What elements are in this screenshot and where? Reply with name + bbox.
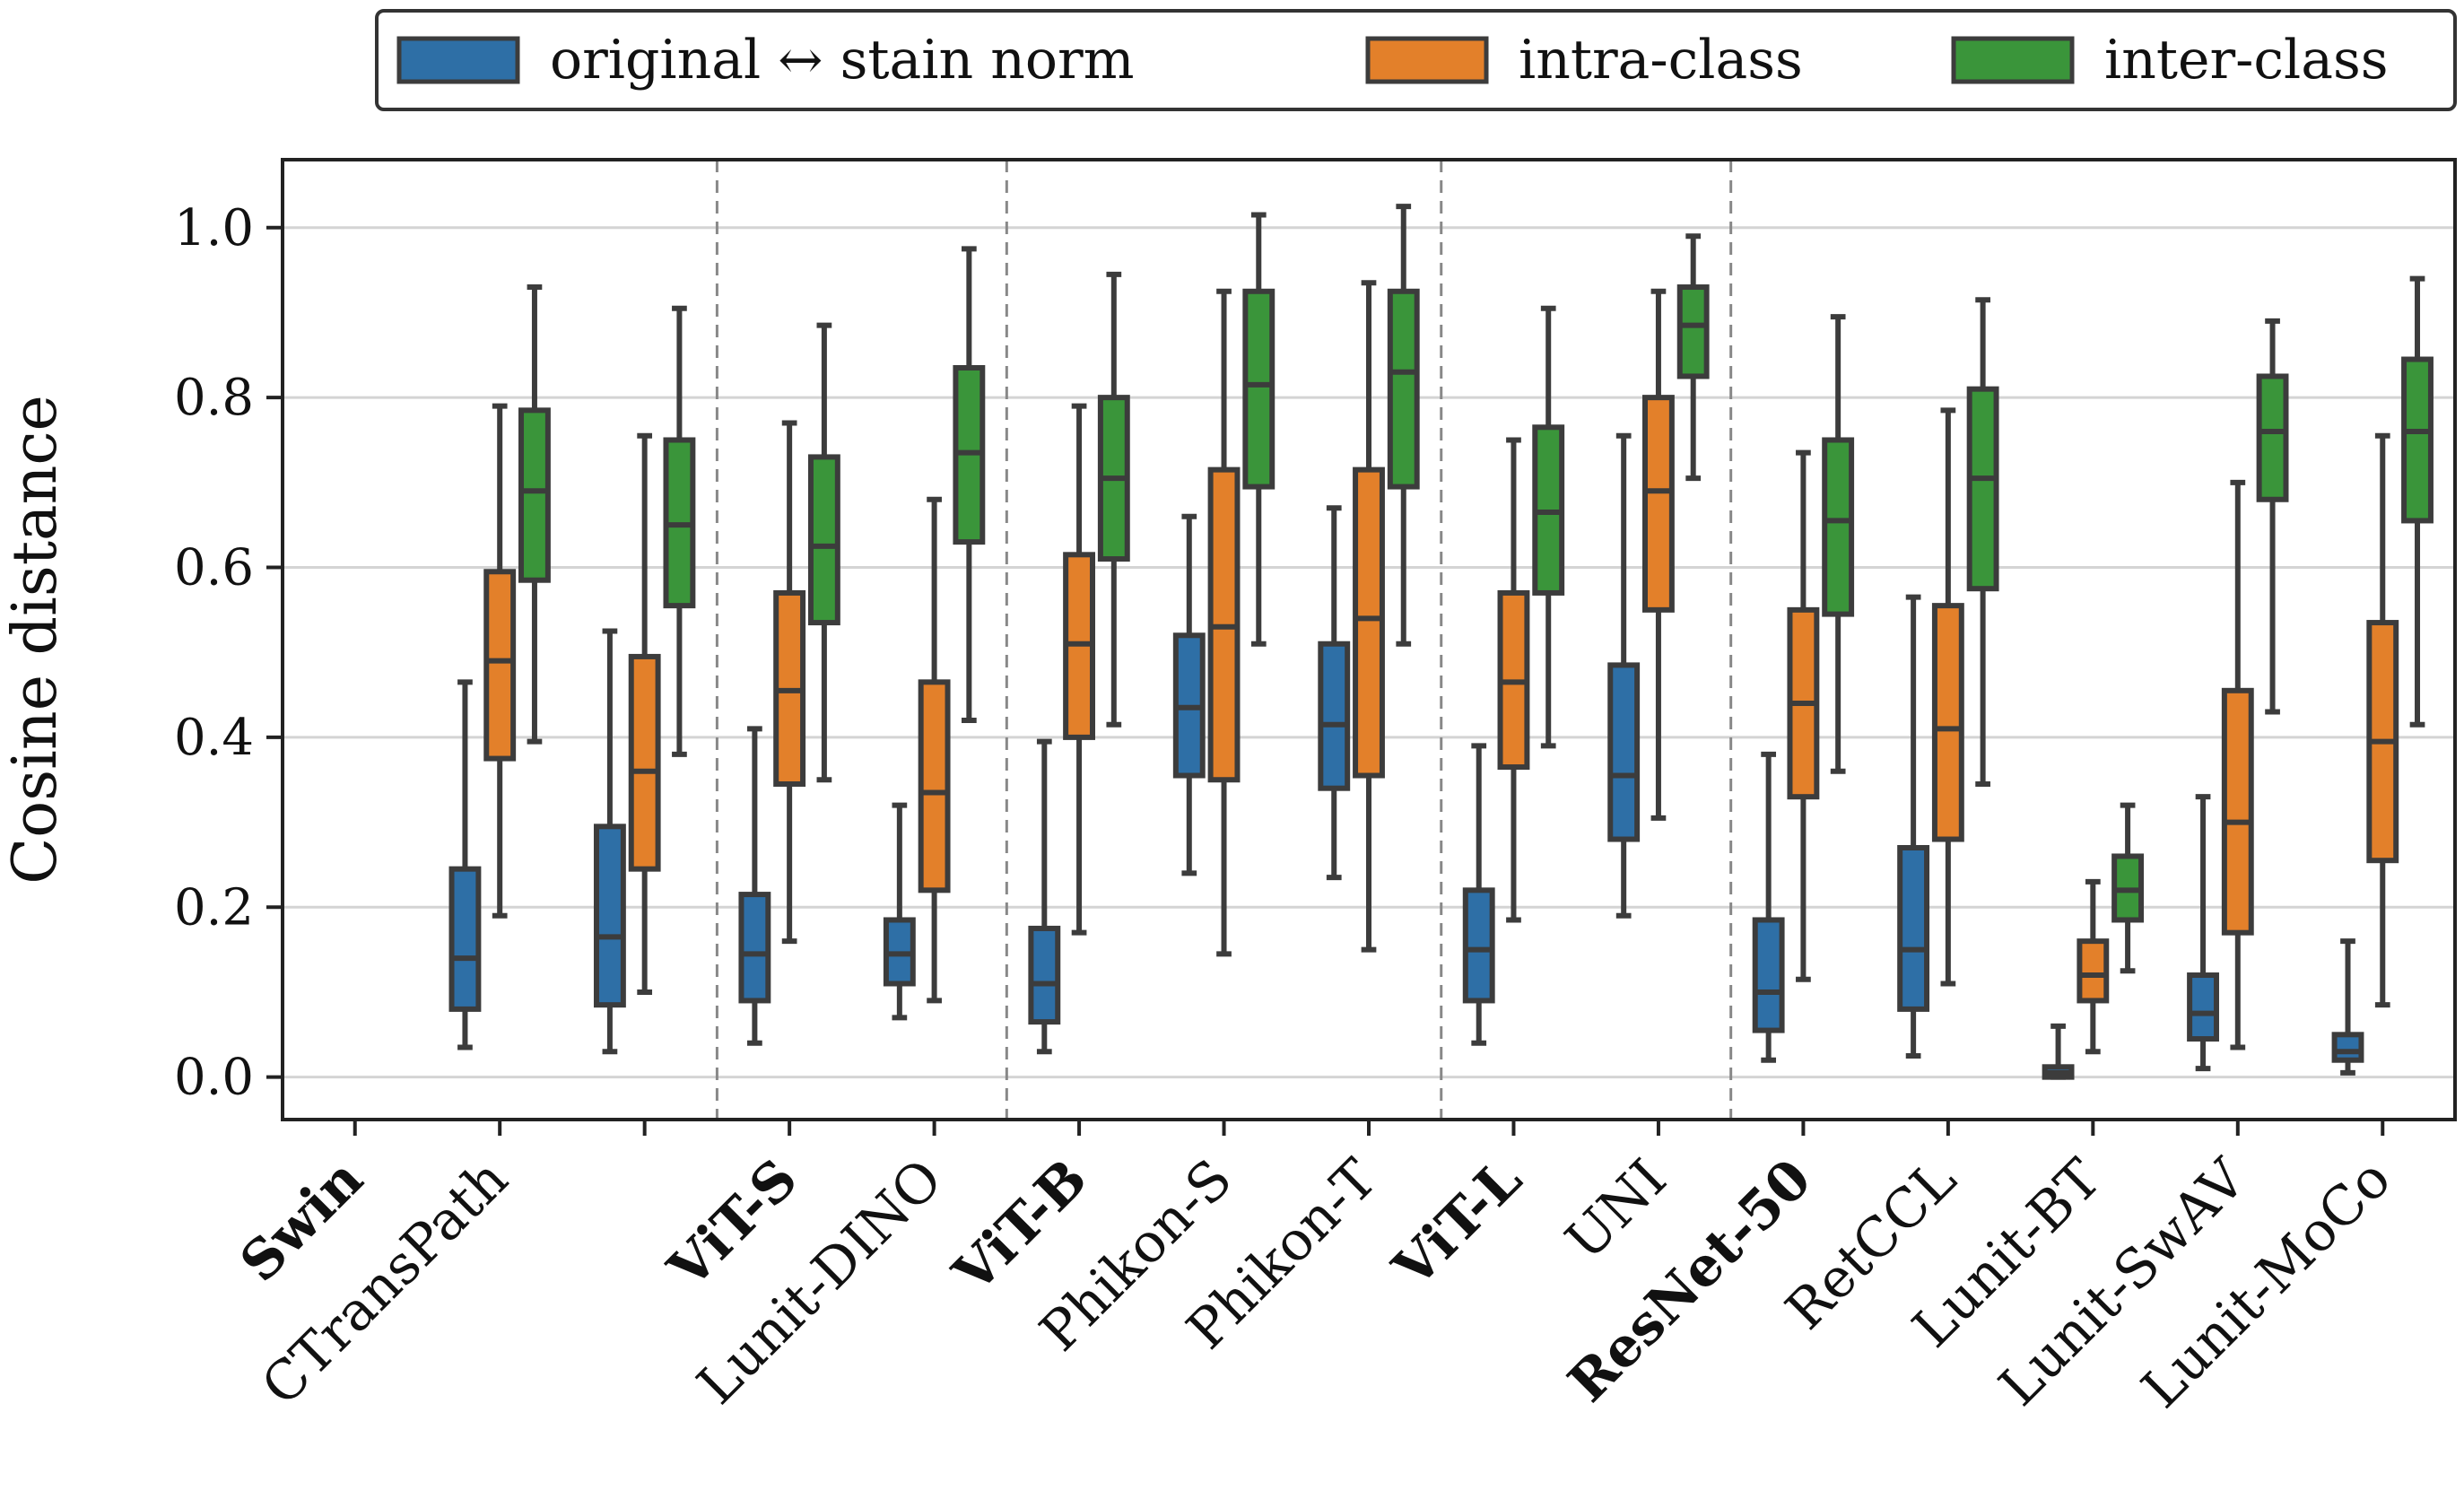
box-iqr <box>1897 844 1930 1012</box>
box-original <box>1028 738 1061 1055</box>
y-tick-label: 0.6 <box>174 539 254 597</box>
box-iqr <box>738 892 771 1004</box>
y-tick-label: 0.8 <box>174 369 254 427</box>
box-original <box>593 628 626 1055</box>
box-original <box>448 679 482 1050</box>
box-inter-class <box>2401 275 2434 728</box>
y-tick-label: 1.0 <box>174 199 254 257</box>
box-intra-class <box>1207 288 1241 957</box>
box-intra-class <box>1063 403 1096 936</box>
box-iqr <box>2401 356 2434 524</box>
box-inter-class <box>2256 318 2289 715</box>
box-inter-class <box>1676 233 1710 482</box>
legend: original ↔ stain norm intra-class inter-cl… <box>375 9 2457 111</box>
box-iqr <box>518 407 551 583</box>
box-iqr <box>628 653 661 872</box>
box-inter-class <box>1532 305 1565 749</box>
box-intra-class <box>2366 432 2399 1008</box>
legend-label: inter-class <box>2104 29 2389 92</box>
box-iqr <box>1387 288 1420 490</box>
box-original <box>883 802 916 1021</box>
box-inter-class <box>1966 297 1999 787</box>
box-intra-class <box>2077 878 2110 1055</box>
box-original <box>2187 794 2219 1072</box>
box-iqr <box>2331 1032 2364 1063</box>
box-original <box>738 726 771 1046</box>
y-tick-label: 0.0 <box>174 1049 254 1107</box>
legend-swatch <box>396 36 520 84</box>
box-inter-class <box>1387 204 1420 647</box>
legend-swatch <box>1365 36 1489 84</box>
box-iqr <box>1641 395 1675 613</box>
box-original <box>1897 594 1930 1059</box>
box-intra-class <box>1641 288 1675 821</box>
box-iqr <box>2077 938 2110 1004</box>
box-iqr <box>2187 972 2219 1042</box>
box-iqr <box>593 824 626 1008</box>
y-axis-ticks: 0.0 0.2 0.4 0.6 0.8 1.0 <box>174 199 283 1107</box>
box-iqr <box>1028 925 1061 1025</box>
box-series <box>448 204 2434 1080</box>
box-original <box>1172 513 1206 876</box>
box-iqr <box>448 866 482 1012</box>
box-inter-class <box>518 284 551 745</box>
box-original <box>1462 743 1495 1046</box>
box-intra-class <box>773 420 806 945</box>
box-iqr <box>2256 373 2289 502</box>
box-inter-class <box>1822 314 1855 774</box>
box-iqr <box>1966 386 1999 592</box>
box-iqr <box>2221 687 2254 936</box>
box-iqr <box>1318 641 1351 791</box>
box-inter-class <box>807 322 840 783</box>
y-tick-label: 0.4 <box>174 709 254 767</box>
box-original <box>1752 751 1785 1063</box>
box-original <box>2331 938 2364 1076</box>
box-iqr <box>1752 917 1785 1033</box>
box-iqr <box>1462 887 1495 1004</box>
box-iqr <box>1676 284 1710 379</box>
box-intra-class <box>1931 407 1964 987</box>
box-intra-class <box>2221 479 2254 1050</box>
box-original <box>1607 432 1641 919</box>
box-iqr <box>807 454 840 626</box>
box-iqr <box>1353 466 1385 779</box>
box-intra-class <box>918 496 951 1004</box>
box-original <box>1318 505 1351 881</box>
box-original <box>2042 1023 2075 1080</box>
box-iqr <box>1242 288 1276 490</box>
box-intra-class <box>628 432 661 995</box>
box-intra-class <box>1497 437 1530 923</box>
box-iqr <box>1931 603 1964 842</box>
legend-label: intra-class <box>1519 29 1803 92</box>
y-tick-label: 0.2 <box>174 878 254 937</box>
box-intra-class <box>483 403 517 919</box>
box-iqr <box>918 679 951 893</box>
box-inter-class <box>663 305 696 757</box>
box-inter-class <box>1242 212 1276 647</box>
box-inter-class <box>953 246 986 723</box>
box-inter-class <box>1097 271 1130 728</box>
group-separators <box>715 160 1733 1120</box>
box-inter-class <box>2111 802 2145 974</box>
box-iqr <box>1822 437 1855 617</box>
legend-swatch <box>1951 36 2075 84</box>
box-iqr <box>1607 662 1641 842</box>
box-intra-class <box>1353 280 1385 953</box>
legend-label: original ↔ stain norm <box>550 29 1135 92</box>
box-intra-class <box>1787 449 1820 982</box>
box-iqr <box>483 569 517 762</box>
y-axis-title: Cosine distance <box>0 395 71 884</box>
